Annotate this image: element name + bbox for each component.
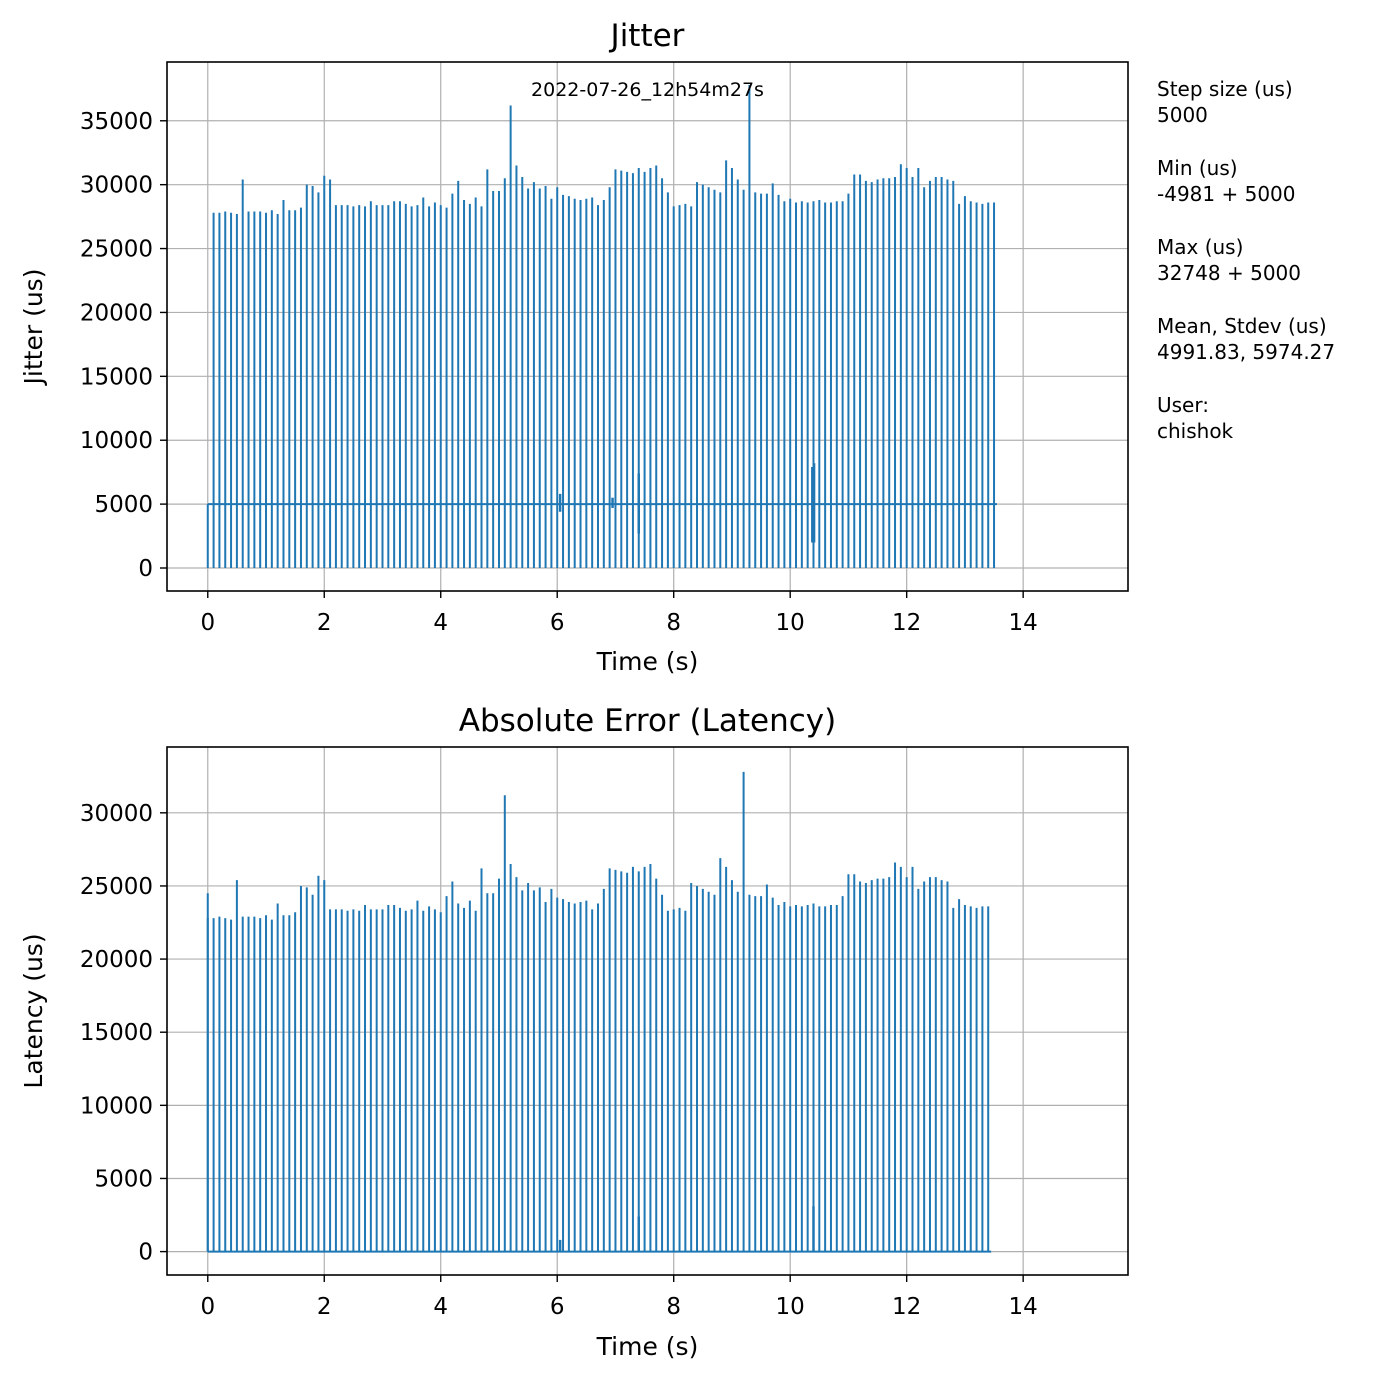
y-tick-label: 10000 xyxy=(80,1093,153,1119)
x-tick-label: 14 xyxy=(1009,1294,1038,1320)
y-tick-label: 10000 xyxy=(80,428,153,454)
jitter-chart: 0 2 4 6 8 10 12 14 0 5000 10000 15000 20000 25000 3000… xyxy=(19,18,1129,676)
min-value: -4981 + 5000 xyxy=(1157,182,1296,206)
x-tick-label: 0 xyxy=(200,610,215,636)
x-axis-label: Time (s) xyxy=(596,1332,699,1361)
x-tick-label: 12 xyxy=(892,610,921,636)
y-tick-label: 25000 xyxy=(80,874,153,900)
latency-chart: 0 2 4 6 8 10 12 14 0 5000 10000 15000 20000 25000 3000… xyxy=(19,703,1129,1361)
step-size-value: 5000 xyxy=(1157,103,1208,127)
y-tick-label: 30000 xyxy=(80,173,153,199)
axes-frame xyxy=(166,61,1129,592)
x-tick-label: 2 xyxy=(317,610,332,636)
x-tick-label: 8 xyxy=(666,1294,681,1320)
x-axis-label: Time (s) xyxy=(596,647,699,676)
x-tick-label: 10 xyxy=(776,610,805,636)
y-axis-label: Latency (us) xyxy=(19,933,48,1088)
step-size-label: Step size (us) xyxy=(1157,77,1293,101)
x-tick-label: 14 xyxy=(1009,610,1038,636)
x-tick-label: 4 xyxy=(433,610,448,636)
y-tick-label: 5000 xyxy=(94,492,153,518)
axes-frame xyxy=(166,746,1129,1276)
x-tick-label: 6 xyxy=(550,1294,565,1320)
y-tick-label: 35000 xyxy=(80,109,153,135)
y-tick-label: 30000 xyxy=(80,801,153,827)
user-value: chishok xyxy=(1157,419,1234,443)
y-tick-label: 15000 xyxy=(80,364,153,390)
series-baseline xyxy=(206,503,997,568)
user-label: User: xyxy=(1157,393,1209,417)
y-tick-label: 5000 xyxy=(94,1166,153,1192)
x-tick-label: 6 xyxy=(550,610,565,636)
stats-panel: Step size (us) 5000 Min (us) -4981 + 500… xyxy=(1157,76,1367,444)
y-tick-label: 0 xyxy=(138,556,153,582)
chart-title: Jitter xyxy=(609,18,685,54)
max-value: 32748 + 5000 xyxy=(1157,261,1301,285)
timestamp-annotation: 2022-07-26_12h54m27s xyxy=(531,79,764,101)
series-baseline xyxy=(206,893,992,1253)
min-label: Min (us) xyxy=(1157,156,1238,180)
x-tick-label: 2 xyxy=(317,1294,332,1320)
x-tick-label: 10 xyxy=(776,1294,805,1320)
y-tick-label: 25000 xyxy=(80,237,153,263)
x-tick-label: 4 xyxy=(433,1294,448,1320)
mean-stdev-label: Mean, Stdev (us) xyxy=(1157,314,1327,338)
y-tick-label: 0 xyxy=(138,1240,153,1266)
y-tick-label: 15000 xyxy=(80,1020,153,1046)
mean-stdev-value: 4991.83, 5974.27 xyxy=(1157,340,1336,364)
chart-title: Absolute Error (Latency) xyxy=(459,703,836,739)
x-tick-label: 0 xyxy=(200,1294,215,1320)
y-tick-label: 20000 xyxy=(80,300,153,326)
x-tick-label: 12 xyxy=(892,1294,921,1320)
y-axis-label: Jitter (us) xyxy=(19,269,48,387)
y-tick-label: 20000 xyxy=(80,947,153,973)
x-tick-label: 8 xyxy=(666,610,681,636)
max-label: Max (us) xyxy=(1157,235,1244,259)
